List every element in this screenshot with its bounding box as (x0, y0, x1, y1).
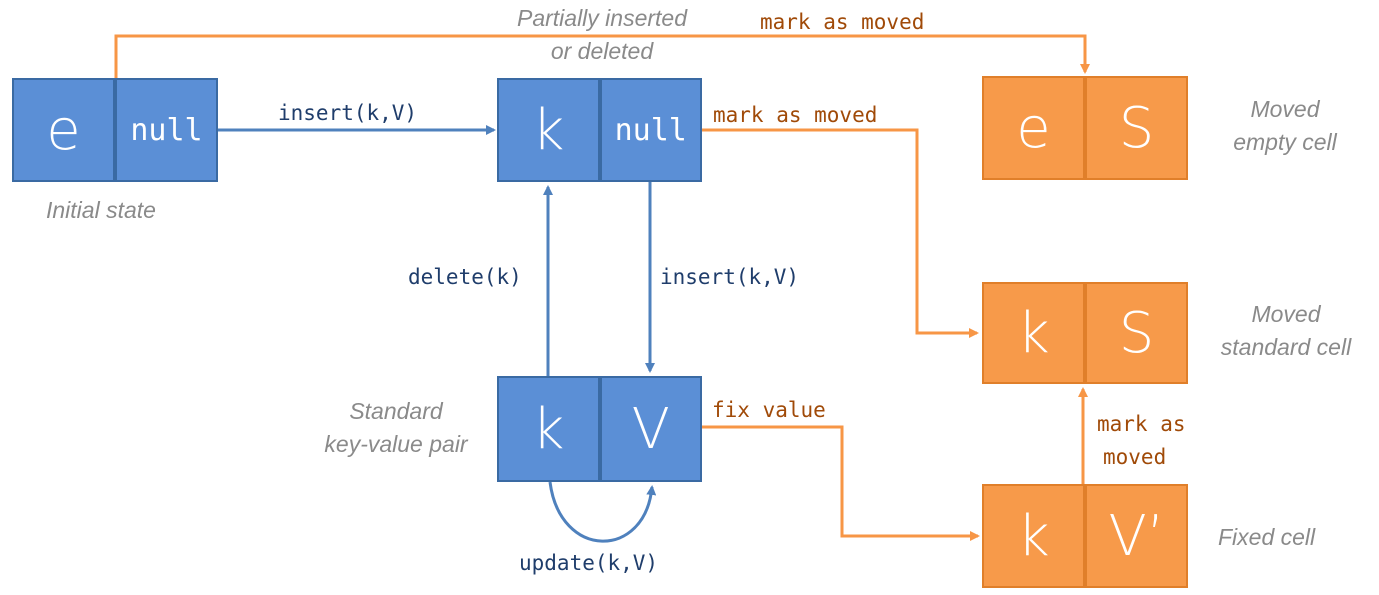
label-mark-top: mark as moved (760, 10, 925, 34)
label-mark-mid: mark as moved (713, 103, 878, 127)
caption-standard-line2: key-value pair (324, 431, 468, 458)
caption-moved-standard-line1: Moved (1251, 301, 1321, 327)
arrow-mark-mid (702, 128, 979, 338)
caption-moved-standard: Moved standard cell (1200, 298, 1372, 365)
caption-moved-empty: Moved empty cell (1200, 93, 1370, 160)
cell-partial-value: null (599, 78, 702, 182)
label-mark-as: mark as (1097, 412, 1186, 436)
cell-initial: e null (12, 78, 218, 182)
label-moved: moved (1103, 445, 1167, 469)
label-update: update(k,V) (519, 551, 659, 575)
caption-standard: Standard key-value pair (296, 395, 496, 462)
caption-partial-line1: Partially inserted (516, 5, 688, 31)
arrow-mark-top (114, 34, 1090, 78)
cell-standard: k V (497, 376, 702, 482)
cell-partial-key: k (497, 78, 600, 182)
label-fix-value: fix value (712, 398, 826, 422)
caption-partial-line2: or deleted (550, 38, 654, 65)
cell-moved-standard-value: S (1085, 282, 1188, 384)
label-insert-top: insert(k,V) (278, 101, 418, 125)
cell-moved-empty-value: S (1085, 76, 1188, 180)
caption-moved-empty-line2: empty cell (1233, 129, 1337, 156)
arrow-update-loop (548, 481, 657, 543)
cell-moved-empty-key: e (982, 76, 1085, 180)
cell-fixed-key: k (982, 484, 1085, 588)
cell-standard-value: V (599, 376, 702, 482)
arrow-fix-value (702, 425, 980, 541)
caption-partial: Partially inserted or deleted (496, 2, 708, 69)
cell-standard-key: k (497, 376, 600, 482)
cell-initial-key: e (12, 78, 115, 182)
caption-fixed: Fixed cell (1218, 524, 1316, 550)
caption-moved-empty-line1: Moved (1250, 96, 1320, 122)
cell-partial: k null (497, 78, 702, 182)
cell-moved-standard: k S (982, 282, 1188, 384)
cell-fixed-value: V’ (1085, 484, 1188, 588)
cell-moved-empty: e S (982, 76, 1188, 180)
caption-moved-standard-line2: standard cell (1220, 334, 1352, 361)
label-delete: delete(k) (408, 265, 522, 289)
caption-standard-line1: Standard (349, 398, 443, 424)
cell-fixed: k V’ (982, 484, 1188, 588)
cell-moved-standard-key: k (982, 282, 1085, 384)
label-insert-down: insert(k,V) (660, 265, 800, 289)
cell-initial-value: null (115, 78, 218, 182)
caption-initial: Initial state (46, 197, 156, 223)
